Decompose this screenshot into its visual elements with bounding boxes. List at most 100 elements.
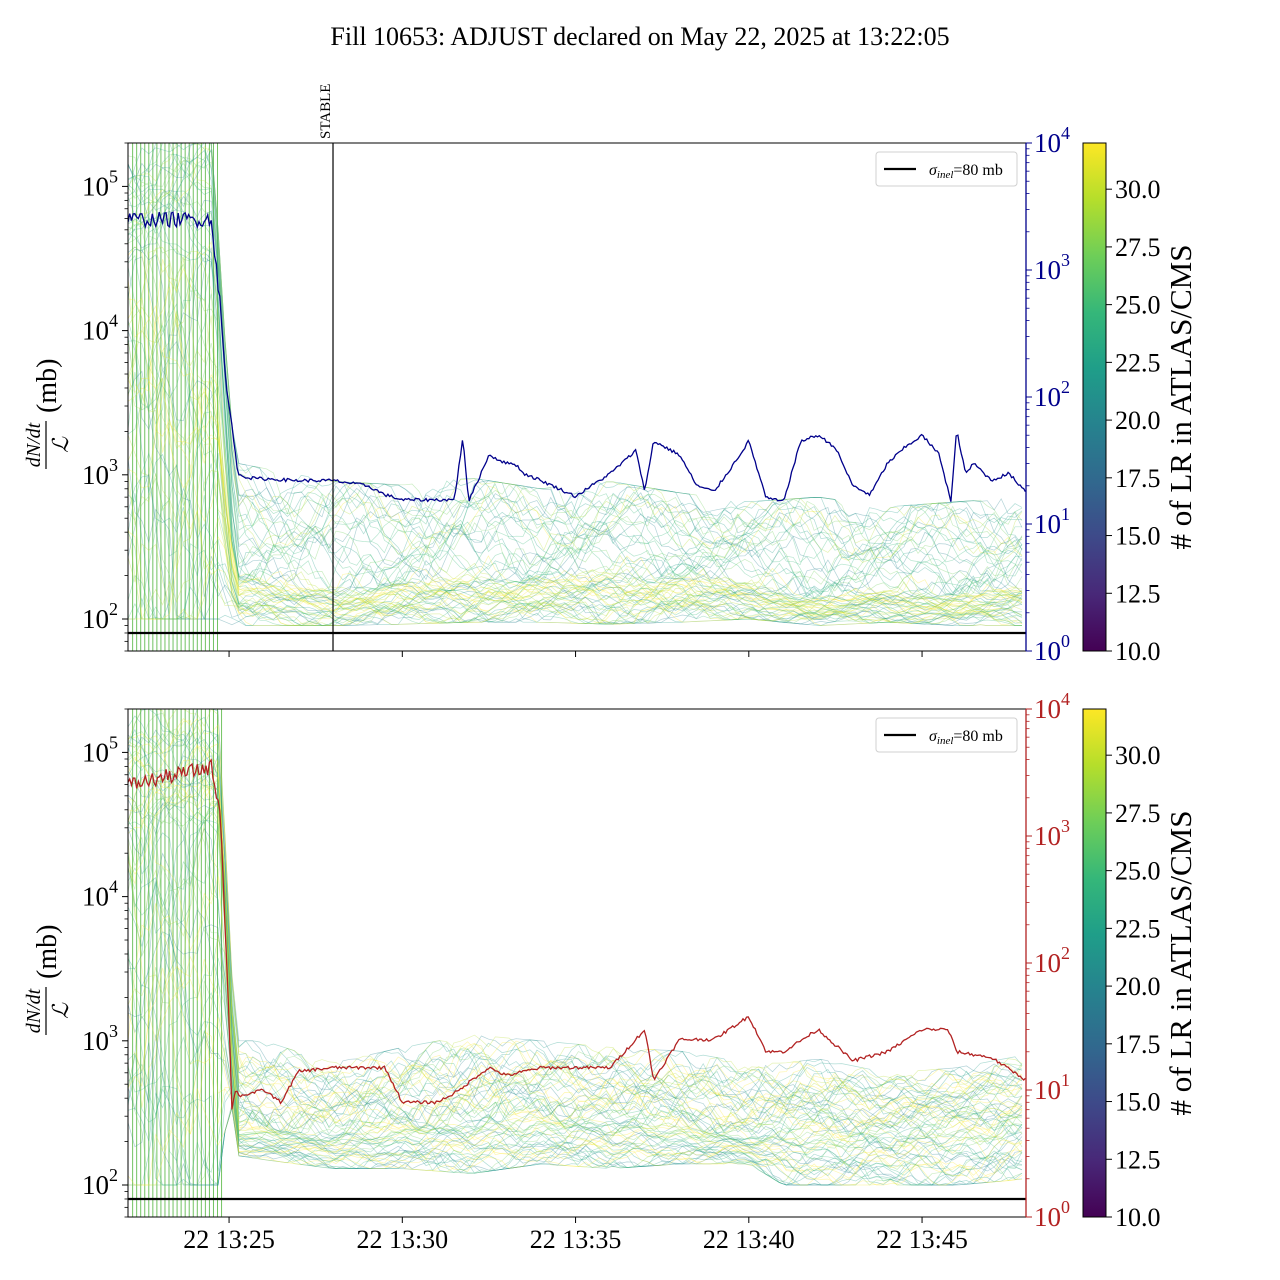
lr-trace	[128, 339, 1023, 612]
colorbar-tick-label: 25.0	[1115, 291, 1161, 320]
y-tick-label: 104	[82, 311, 118, 346]
lr-trace	[128, 718, 1023, 1110]
lr-trace	[128, 783, 1023, 1144]
lr-trace	[128, 802, 1023, 1152]
lr-trace	[128, 915, 1023, 1179]
lr-trace	[128, 394, 1023, 625]
lr-trace	[128, 803, 1023, 1147]
colorbar-label: # of LR in ATLAS/CMS	[1163, 811, 1198, 1116]
y2-tick-label: 101	[1034, 1070, 1070, 1105]
lr-trace	[128, 1042, 1023, 1187]
colorbar-tick-label: 22.5	[1115, 914, 1161, 943]
lr-trace	[128, 261, 1023, 605]
lr-trace	[128, 743, 1023, 1111]
lr-trace	[128, 254, 1023, 608]
legend: σinel=80 mb	[875, 151, 1018, 187]
lr-trace	[128, 256, 1023, 616]
lr-trace	[128, 804, 1023, 1154]
x-tick-label: 22 13:30	[356, 1225, 448, 1254]
lr-trace	[128, 173, 1023, 577]
lr-trace	[128, 956, 1023, 1170]
lr-trace	[128, 210, 1023, 590]
lr-trace	[128, 181, 1023, 564]
x-tick-label: 22 13:25	[183, 1225, 275, 1254]
lr-trace	[128, 709, 1023, 1096]
lr-traces	[128, 709, 1023, 1187]
y2-tick-label: 100	[1034, 1197, 1070, 1232]
colorbar-tick-label: 10.0	[1115, 1203, 1161, 1232]
lr-trace	[128, 149, 1022, 565]
lr-trace	[128, 290, 1023, 610]
colorbar: 10.0 12.5 15.0 17.5 20.0 22.5 25.0 27.5 30.0 # of…	[1082, 142, 1198, 666]
lr-trace	[128, 799, 1023, 1145]
y-tick-label: 104	[82, 877, 118, 912]
lr-trace	[128, 197, 1023, 599]
lr-trace	[128, 826, 1023, 1160]
lr-trace	[128, 1088, 1023, 1186]
lr-trace	[128, 743, 1023, 1123]
lr-trace	[128, 763, 1023, 1134]
series-right-line	[128, 211, 1026, 503]
lr-trace	[128, 1017, 1023, 1186]
lr-trace	[128, 1034, 1023, 1186]
spike-lines	[132, 709, 223, 1217]
lr-trace	[128, 946, 1023, 1176]
lr-trace	[128, 245, 1023, 608]
lr-trace	[128, 924, 1023, 1175]
lr-trace	[128, 195, 1023, 590]
lr-trace	[128, 549, 1022, 626]
colorbar-tick-label: 22.5	[1115, 348, 1161, 377]
lr-trace	[128, 750, 1023, 1130]
lr-trace	[128, 932, 1023, 1181]
colorbar-tick-label: 20.0	[1115, 972, 1161, 1001]
lr-trace	[128, 143, 1023, 540]
lr-trace	[128, 821, 1023, 1144]
lr-trace	[128, 715, 1023, 1109]
lr-trace	[128, 1031, 1023, 1186]
lr-trace	[128, 903, 1023, 1176]
lr-trace	[128, 470, 1023, 627]
lr-trace	[128, 755, 1023, 1131]
lr-trace	[128, 734, 1023, 1126]
y-tick-label: 103	[82, 455, 118, 490]
y2-tick-label: 103	[1034, 816, 1070, 851]
lr-trace	[128, 485, 1023, 626]
lr-trace	[128, 286, 1023, 617]
colorbar-tick-label: 10.0	[1115, 637, 1161, 666]
y-tick-label: 102	[82, 599, 118, 634]
lr-trace	[128, 709, 1023, 1098]
lr-trace	[128, 876, 1023, 1170]
lr-trace	[128, 478, 1023, 626]
lr-trace	[128, 781, 1023, 1149]
lr-trace	[128, 509, 1022, 626]
lr-trace	[128, 709, 1023, 1099]
lr-trace	[128, 795, 1023, 1148]
colorbar-tick-label: 20.0	[1115, 406, 1161, 435]
lr-trace	[128, 1086, 1023, 1186]
lr-trace	[128, 298, 1023, 616]
lr-trace	[128, 755, 1023, 1133]
lr-trace	[128, 493, 1023, 626]
lr-trace	[128, 278, 1023, 612]
lr-trace	[128, 495, 1022, 626]
y2-tick-label: 100	[1034, 631, 1070, 666]
y-label-numerator: dN/dt	[23, 988, 45, 1033]
legend-box	[875, 151, 1018, 187]
y2-tick-label: 104	[1034, 123, 1070, 158]
lr-trace	[128, 156, 1023, 556]
lr-trace	[128, 160, 1023, 563]
lr-trace	[128, 852, 1023, 1171]
lr-traces	[128, 143, 1023, 627]
y2-tick-label: 104	[1034, 689, 1070, 724]
colorbar-tick-label: 15.0	[1115, 522, 1161, 551]
lr-trace	[128, 797, 1023, 1150]
lr-trace	[128, 786, 1023, 1142]
legend-label: σinel=80 mb	[929, 162, 1003, 181]
lr-trace	[128, 720, 1023, 1111]
x-tick-label: 22 13:45	[876, 1225, 968, 1254]
lr-trace	[128, 935, 1023, 1178]
lr-trace	[128, 530, 1023, 626]
lr-trace	[128, 246, 1023, 611]
lr-trace	[128, 247, 1023, 609]
lr-trace	[128, 143, 1023, 542]
